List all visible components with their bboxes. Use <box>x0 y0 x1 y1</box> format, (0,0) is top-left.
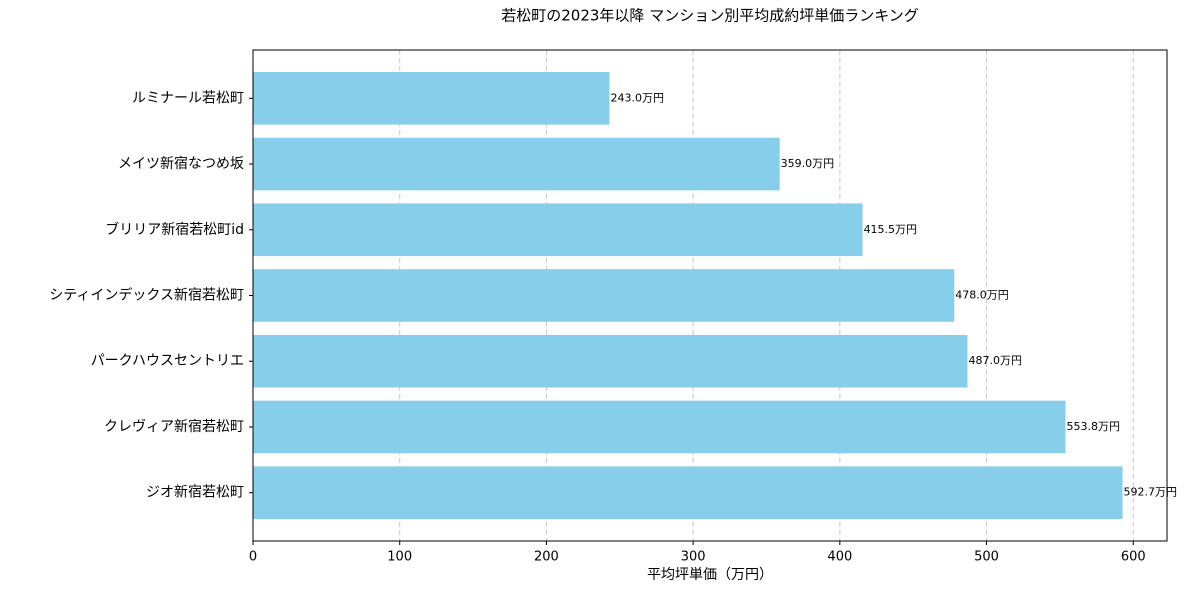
plot-frame <box>252 49 1168 542</box>
value-label: 478.0万円 <box>955 289 1009 302</box>
x-axis-label: 平均坪単価（万円） <box>647 567 773 583</box>
value-label: 359.0万円 <box>781 157 835 170</box>
y-tick-label: ジオ新宿若松町 <box>146 484 244 501</box>
y-tick-label: ルミナール若松町 <box>132 90 244 106</box>
x-tick-label: 300 <box>681 550 706 565</box>
x-tick-label: 400 <box>827 550 852 565</box>
bar <box>253 400 1066 454</box>
bar <box>253 269 955 322</box>
bar <box>253 334 968 388</box>
bar <box>253 203 863 257</box>
value-label: 592.7万円 <box>1124 486 1178 499</box>
x-tick-label: 100 <box>387 550 412 565</box>
chart-title: 若松町の2023年以降 マンション別平均成約坪単価ランキング <box>501 7 919 25</box>
x-tick-label: 200 <box>534 550 559 565</box>
x-tick-label: 500 <box>974 550 999 565</box>
value-label: 487.0万円 <box>968 354 1022 367</box>
bar <box>253 72 610 125</box>
y-tick-label: パークハウスセントリエ <box>91 353 244 369</box>
x-tick-label: 600 <box>1121 550 1146 565</box>
value-label: 553.8万円 <box>1066 420 1120 433</box>
bar <box>253 137 780 191</box>
bar <box>253 466 1123 519</box>
y-tick-label: ブリリア新宿若松町id <box>105 221 244 238</box>
value-label: 415.5万円 <box>864 223 918 236</box>
value-label: 243.0万円 <box>611 91 665 104</box>
y-tick-label: メイツ新宿なつめ坂 <box>118 155 244 172</box>
x-tick-label: 0 <box>249 550 257 565</box>
y-tick-label: シティインデックス新宿若松町 <box>49 287 244 304</box>
y-tick-label: クレヴィア新宿若松町 <box>104 418 244 435</box>
